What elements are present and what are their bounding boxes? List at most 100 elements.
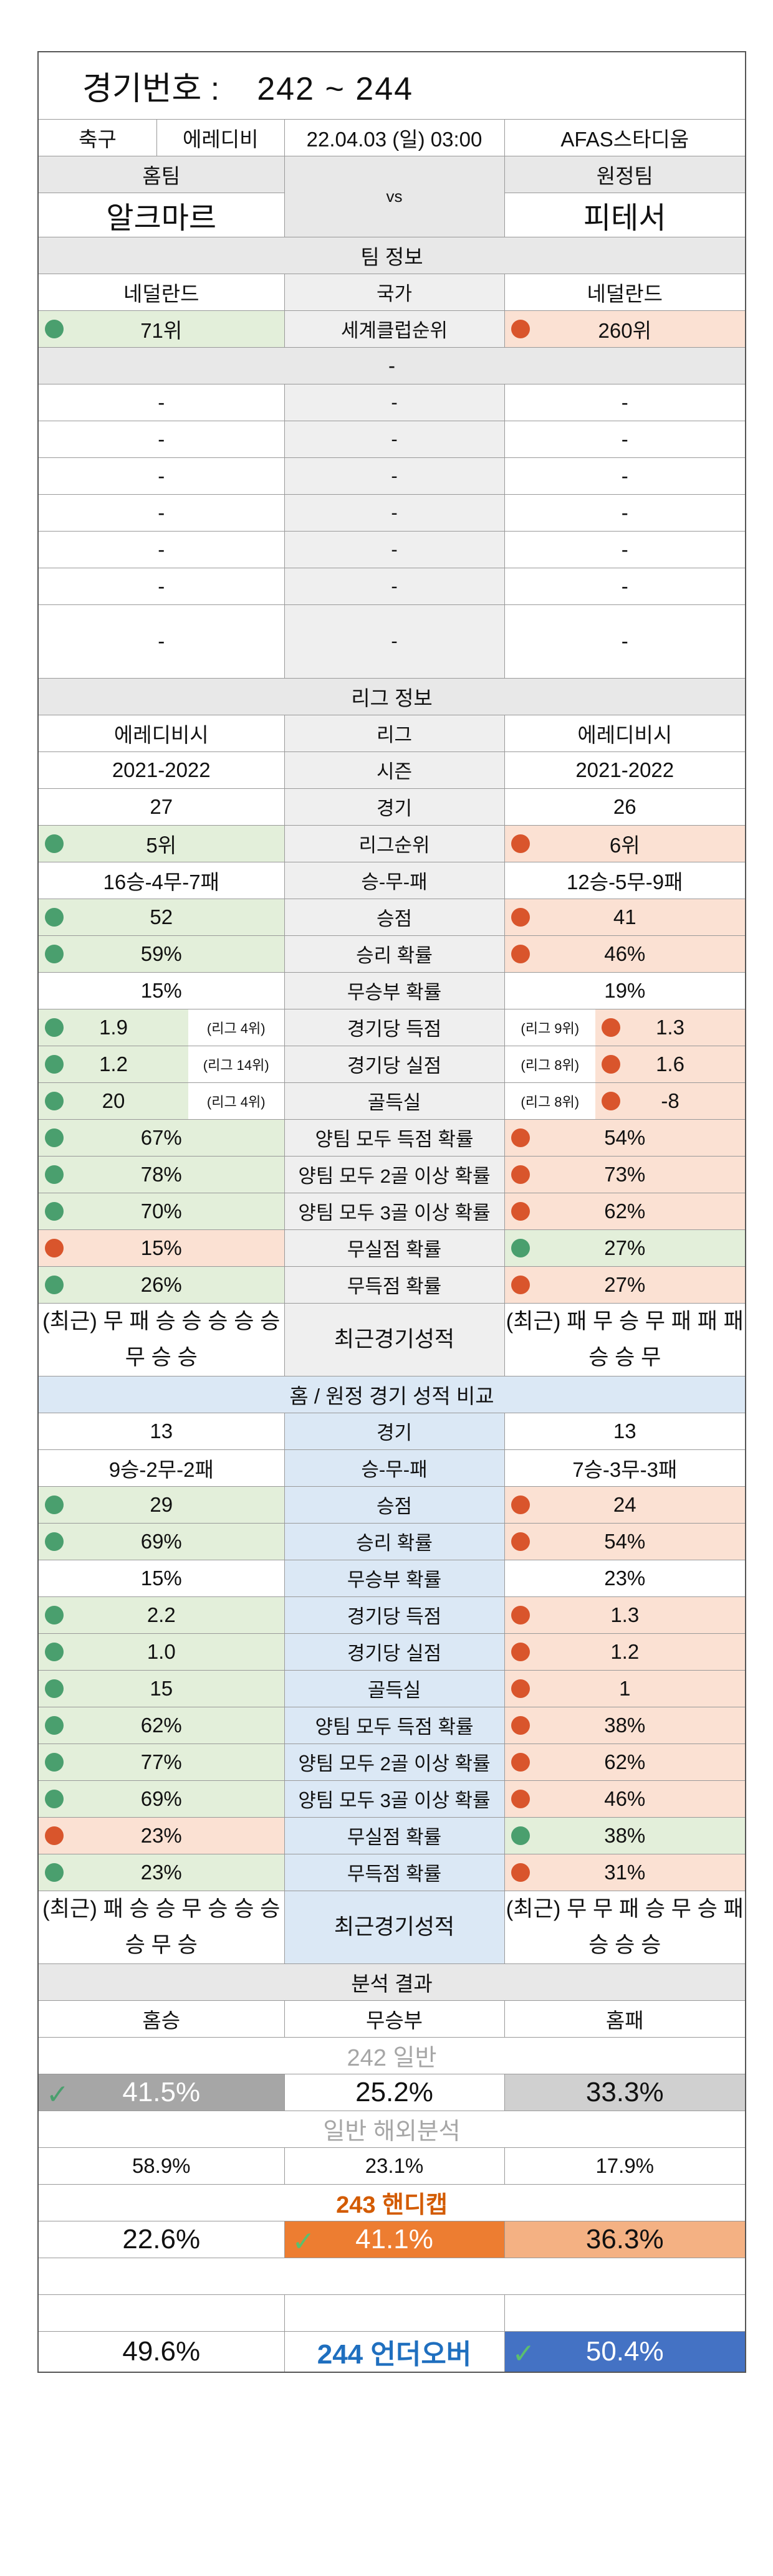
g243-draw: 41.1% (355, 2223, 433, 2254)
team-info-dash: - (37, 346, 746, 384)
stat-label: 시즌 (284, 751, 505, 789)
g242-draw: 25.2% (284, 2073, 505, 2111)
stat-label: 승리 확률 (284, 935, 505, 973)
match-number-label: 경기번호 : (82, 70, 220, 107)
stat-label: 무승부 확률 (284, 971, 505, 1009)
green-dot-icon (45, 907, 64, 927)
red-dot-icon (45, 1238, 64, 1257)
vs-label: vs (284, 155, 505, 237)
stat-row: 27 경기 26 (37, 788, 746, 826)
stat-label: 골득실 (284, 1669, 505, 1707)
green-dot-icon (45, 1128, 64, 1147)
stat-label: 승점 (284, 1486, 505, 1524)
red-dot-icon (511, 319, 530, 338)
green-dot-icon (45, 1679, 64, 1698)
recent-form-label-homeaway: 최근경기성적 (284, 1890, 505, 1964)
red-dot-icon (511, 1495, 530, 1514)
away-stat: 62% (604, 1750, 646, 1773)
stat-row: 59% 승리 확률 46% (37, 935, 746, 973)
red-dot-icon (511, 1642, 530, 1661)
stat-row: 70% 양팀 모두 3골 이상 확률 62% (37, 1192, 746, 1230)
red-dot-icon (511, 1165, 530, 1184)
home-stat: 26% (140, 1272, 182, 1296)
home-stat: 에레디비시 (37, 714, 285, 752)
sport-label: 축구 (39, 120, 157, 155)
stat-row: 15% 무승부 확률 23% (37, 1559, 746, 1597)
home-stat: 78% (140, 1162, 182, 1186)
stat-row: 5위 리그순위 6위 (37, 824, 746, 862)
stat-label: 경기 (284, 1412, 505, 1450)
green-dot-icon (45, 834, 64, 853)
stat-row: 20 (리그 4위) 골득실 -8 (리그 8위) (37, 1082, 746, 1120)
stat-label: 골득실 (284, 1082, 505, 1120)
green-dot-icon (45, 1275, 64, 1294)
home-stat-league-rank: (리그 14위) (188, 1046, 284, 1082)
blank-cell: - (504, 457, 746, 495)
g244-over-cell: ✓ 50.4% (504, 2330, 746, 2372)
g242-loss: 33.3% (504, 2073, 746, 2111)
stat-label: 무실점 확률 (284, 1816, 505, 1854)
blank-cell: - (284, 567, 505, 605)
stat-label: 리그순위 (284, 824, 505, 862)
stat-row: 29 승점 24 (37, 1486, 746, 1524)
blank-cell: - (284, 383, 505, 421)
blank-cell: - (37, 494, 285, 532)
home-recent-form: (최근) 무 패 승 승 승 승 승 무 승 승 (37, 1302, 285, 1376)
green-dot-icon (45, 1532, 64, 1551)
home-stat: 67% (140, 1125, 182, 1149)
stat-label: 양팀 모두 3골 이상 확률 (284, 1780, 505, 1818)
stat-row: 62% 양팀 모두 득점 확률 38% (37, 1706, 746, 1744)
green-dot-icon (45, 1642, 64, 1661)
home-stat: 69% (140, 1787, 182, 1810)
away-team-label: 원정팀 (504, 155, 746, 193)
away-stat: -8 (661, 1089, 679, 1112)
home-stat: 13 (37, 1412, 285, 1450)
green-dot-icon (45, 1715, 64, 1735)
away-stat: 26 (504, 788, 746, 826)
col-draw: 무승부 (284, 2000, 505, 2038)
blank-cell: - (284, 604, 505, 679)
stat-label: 무실점 확률 (284, 1229, 505, 1267)
stat-label: 승리 확률 (284, 1522, 505, 1560)
homeaway-title: 홈 / 원정 경기 성적 비교 (37, 1375, 746, 1413)
away-team-name: 피테서 (504, 192, 746, 237)
blank-cell: - (37, 457, 285, 495)
stat-row: 23% 무득점 확률 31% (37, 1853, 746, 1891)
green-dot-icon (45, 1165, 64, 1184)
stat-row: 67% 양팀 모두 득점 확률 54% (37, 1119, 746, 1157)
away-stat: 1.2 (610, 1639, 640, 1663)
empty-cell (284, 2294, 505, 2332)
match-number-range: 242 ~ 244 (257, 70, 414, 107)
home-stat: 15% (140, 1236, 182, 1259)
red-dot-icon (602, 1091, 620, 1110)
away-stat: 46% (604, 1787, 646, 1810)
overseas-win: 58.9% (37, 2147, 285, 2185)
col-home-loss: 홈패 (504, 2000, 746, 2038)
red-dot-icon (511, 907, 530, 927)
home-stat: 23% (140, 1823, 182, 1847)
check-icon: ✓ (46, 2079, 69, 2110)
away-recent-form: (최근) 패 무 승 무 패 패 패 승 승 무 (504, 1302, 746, 1376)
blank-cell: - (284, 457, 505, 495)
home-stat: 1.9 (99, 1015, 128, 1039)
stat-row: 16승-4무-7패 승-무-패 12승-5무-9패 (37, 861, 746, 899)
stat-row: 에레디비시 리그 에레디비시 (37, 714, 746, 752)
home-stat: 23% (140, 1860, 182, 1884)
stat-label: 양팀 모두 3골 이상 확률 (284, 1192, 505, 1230)
away-stat: 46% (604, 942, 646, 965)
g243-loss: 36.3% (504, 2220, 746, 2258)
away-stat: 6위 (609, 833, 640, 857)
away-country: 네덜란드 (504, 273, 746, 311)
green-dot-icon (45, 1054, 64, 1074)
g244-over: 50.4% (585, 2335, 664, 2367)
red-dot-icon (511, 1275, 530, 1294)
home-recent-form-homeaway: (최근) 패 승 승 무 승 승 승 승 무 승 (37, 1890, 285, 1964)
red-dot-icon (511, 834, 530, 853)
away-stat: 1.3 (656, 1015, 684, 1039)
stat-row: 2021-2022 시즌 2021-2022 (37, 751, 746, 789)
away-stat: 1.6 (656, 1052, 684, 1076)
blank-cell: - (37, 420, 285, 458)
home-stat: 69% (140, 1529, 182, 1553)
home-stat: 2021-2022 (37, 751, 285, 789)
stat-row: 15 골득실 1 (37, 1669, 746, 1707)
